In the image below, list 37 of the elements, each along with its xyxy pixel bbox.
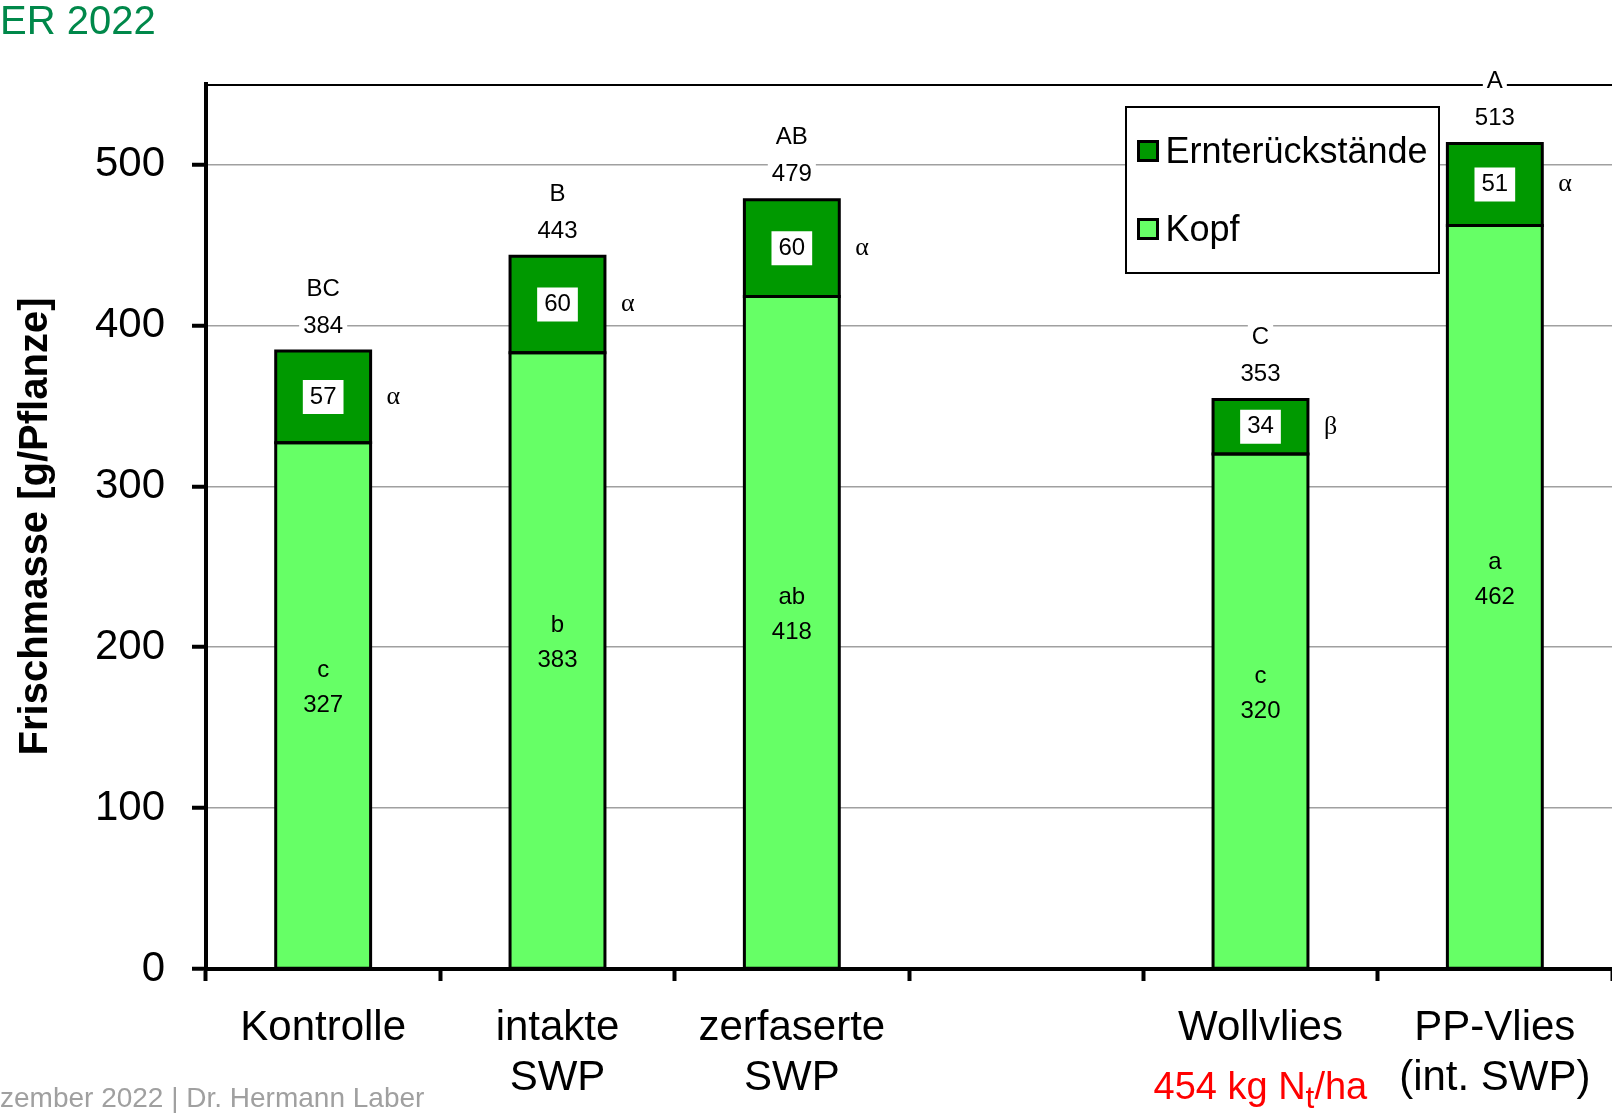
x-tick-label: intakte SWP <box>495 1001 620 1100</box>
data-label: 60 <box>778 232 806 260</box>
data-label: 60 <box>544 289 571 317</box>
annotation: α <box>386 380 401 410</box>
x-tick-label: zerfaserte SWP <box>698 1001 886 1100</box>
data-label: 51 <box>1481 169 1509 197</box>
legend-label: Ernterückstände <box>1165 130 1428 172</box>
y-tick-label: 500 <box>94 138 165 186</box>
total-label: B 443 <box>537 178 578 243</box>
data-label: ab 418 <box>771 581 812 644</box>
y-tick-label: 400 <box>94 298 165 346</box>
x-tick-label: Wollvlies <box>1178 1001 1343 1049</box>
total-label: AB 479 <box>771 122 812 187</box>
data-label: c 320 <box>1240 660 1281 723</box>
data-label: 34 <box>1247 411 1274 439</box>
y-tick-label: 200 <box>94 620 165 668</box>
data-label: a 462 <box>1474 546 1515 609</box>
annotation: β <box>1323 410 1338 440</box>
legend-label: Kopf <box>1165 208 1240 250</box>
y-tick-label: 100 <box>94 781 165 829</box>
x-tick-label: Kontrolle <box>240 1001 407 1049</box>
data-label: c 327 <box>303 655 344 718</box>
y-tick-label: 0 <box>141 942 165 990</box>
annotation: α <box>855 231 870 261</box>
total-label: A 513 <box>1474 66 1515 131</box>
data-label: 57 <box>309 381 337 409</box>
text: 454 kg N$_{t}$/ha <box>1153 1065 1368 1115</box>
total-label: BC 384 <box>303 273 344 338</box>
annotation: α <box>1558 168 1573 198</box>
text: zember 2022 | Dr. Hermann Laber <box>0 1082 425 1113</box>
y-axis-title: Frischmasse [g/Pflanze] <box>11 297 56 756</box>
annotation: α <box>620 288 635 318</box>
total-label: C 353 <box>1240 322 1281 387</box>
x-tick-label: PP-Vlies (int. SWP) <box>1399 1001 1591 1100</box>
chart-title: ER 2022 <box>0 0 156 42</box>
data-label: b 383 <box>537 610 578 673</box>
y-tick-label: 300 <box>94 459 165 507</box>
